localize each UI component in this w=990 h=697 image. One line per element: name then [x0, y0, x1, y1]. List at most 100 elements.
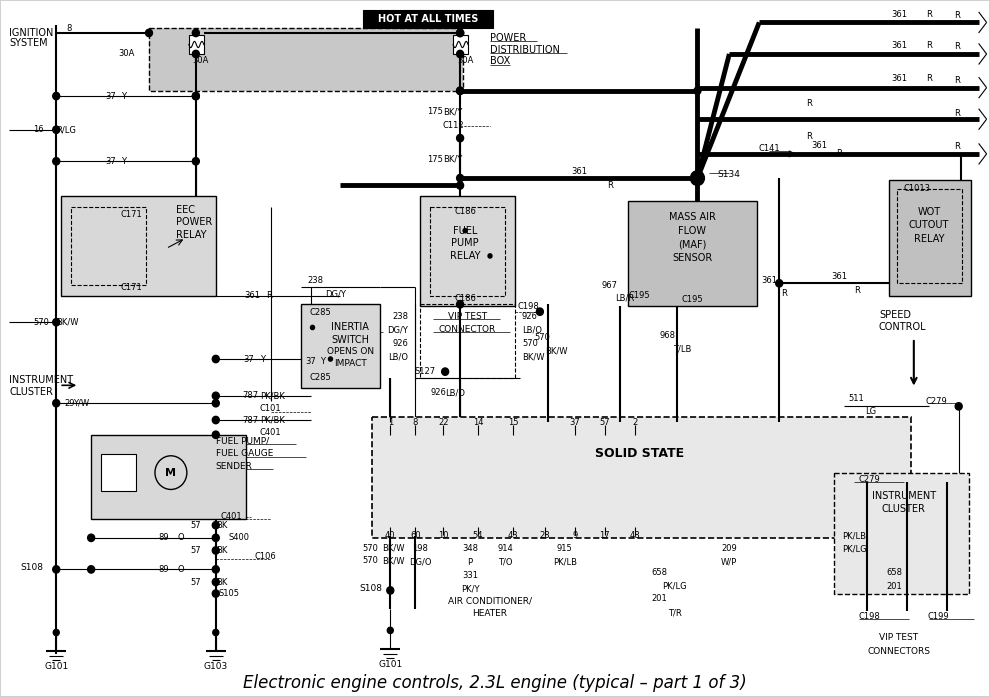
Text: 9: 9	[572, 531, 577, 540]
Text: G101: G101	[378, 659, 402, 668]
Text: 926: 926	[392, 339, 408, 348]
Circle shape	[456, 29, 463, 37]
Text: R/LG: R/LG	[56, 125, 76, 135]
Circle shape	[212, 416, 219, 424]
Circle shape	[212, 521, 219, 529]
Text: 54: 54	[473, 531, 483, 540]
Text: 30A: 30A	[118, 49, 135, 59]
Text: VIP TEST: VIP TEST	[447, 312, 487, 321]
Text: CONTROL: CONTROL	[879, 323, 927, 332]
Text: 361: 361	[761, 275, 777, 284]
Text: 17: 17	[599, 531, 610, 540]
Text: S108: S108	[359, 584, 382, 593]
Text: R: R	[953, 142, 959, 151]
Text: BK/W: BK/W	[545, 346, 568, 355]
Circle shape	[311, 325, 315, 330]
Text: 361: 361	[891, 41, 907, 50]
Text: Y: Y	[121, 91, 126, 100]
Circle shape	[456, 87, 463, 95]
Text: R: R	[953, 109, 959, 118]
Circle shape	[329, 357, 333, 361]
Text: W/P: W/P	[722, 558, 738, 567]
Text: DG/O: DG/O	[409, 558, 432, 567]
Text: SENDER: SENDER	[216, 462, 252, 470]
Text: S134: S134	[718, 171, 741, 179]
Text: 57: 57	[190, 578, 201, 586]
Text: C195: C195	[682, 295, 703, 304]
Text: C1013: C1013	[904, 184, 931, 193]
Circle shape	[387, 627, 393, 634]
Text: T/R: T/R	[667, 608, 681, 617]
Text: R: R	[926, 41, 932, 50]
Text: 361: 361	[891, 10, 907, 19]
Text: IGNITION: IGNITION	[9, 28, 53, 38]
Text: C106: C106	[254, 552, 276, 561]
Text: C171: C171	[120, 283, 142, 292]
Text: 8: 8	[413, 418, 418, 427]
Text: PK/LB: PK/LB	[842, 531, 866, 540]
Circle shape	[488, 254, 492, 258]
Circle shape	[694, 87, 701, 95]
Text: OPENS ON: OPENS ON	[327, 347, 374, 356]
Text: Y: Y	[260, 355, 265, 364]
Bar	[91, 435, 246, 519]
Circle shape	[776, 279, 783, 287]
Text: BK: BK	[216, 546, 227, 555]
Text: R: R	[607, 181, 613, 190]
Text: SWITCH: SWITCH	[332, 335, 369, 345]
Text: 10: 10	[438, 531, 448, 540]
Circle shape	[52, 319, 59, 326]
Text: SENSOR: SENSOR	[672, 253, 713, 263]
Text: C279: C279	[926, 397, 947, 406]
Circle shape	[192, 93, 199, 100]
Text: DISTRIBUTION: DISTRIBUTION	[490, 45, 560, 55]
Text: INSTRUMENT: INSTRUMENT	[9, 375, 73, 385]
Text: R: R	[854, 286, 860, 295]
Bar	[889, 181, 970, 296]
Text: PUMP: PUMP	[451, 238, 479, 248]
Bar	[453, 35, 468, 54]
Text: C199: C199	[928, 612, 949, 621]
Text: 89: 89	[158, 565, 169, 574]
Circle shape	[456, 182, 463, 189]
Text: C285: C285	[310, 308, 332, 317]
Text: 968: 968	[659, 331, 675, 340]
Text: 201: 201	[651, 595, 667, 604]
Text: CLUSTER: CLUSTER	[882, 505, 926, 514]
Text: 967: 967	[602, 281, 618, 290]
Text: 48: 48	[630, 531, 640, 540]
Text: 30A: 30A	[457, 56, 473, 65]
Text: R: R	[265, 291, 271, 300]
Text: HOT AT ALL TIMES: HOT AT ALL TIMES	[378, 14, 478, 24]
Text: PK/LG: PK/LG	[662, 582, 687, 591]
Text: PK/BK: PK/BK	[260, 391, 285, 400]
Text: C401: C401	[221, 512, 243, 521]
Text: C195: C195	[629, 291, 650, 300]
Text: R: R	[781, 289, 787, 298]
Text: R: R	[953, 76, 959, 85]
Text: SYSTEM: SYSTEM	[9, 38, 48, 48]
Text: R: R	[837, 149, 842, 158]
Circle shape	[955, 403, 962, 410]
Bar	[628, 201, 757, 307]
Text: FUEL: FUEL	[452, 226, 477, 236]
Text: DG/Y: DG/Y	[387, 325, 408, 334]
Circle shape	[192, 50, 199, 58]
Circle shape	[52, 126, 59, 133]
Text: 30A: 30A	[193, 56, 209, 65]
Text: 2: 2	[632, 418, 638, 427]
Bar	[420, 305, 515, 378]
Text: S105: S105	[218, 589, 240, 598]
Circle shape	[456, 300, 463, 308]
Text: 361: 361	[891, 74, 907, 83]
Text: LG: LG	[865, 407, 876, 416]
Text: 361: 361	[831, 273, 847, 282]
Text: 570: 570	[522, 339, 538, 348]
Text: 361: 361	[811, 141, 827, 150]
Text: LB/O: LB/O	[446, 388, 465, 397]
Text: O: O	[177, 565, 184, 574]
Text: 238: 238	[392, 312, 408, 321]
Circle shape	[52, 158, 59, 165]
Text: C401: C401	[259, 428, 281, 437]
Text: 348: 348	[462, 544, 478, 553]
